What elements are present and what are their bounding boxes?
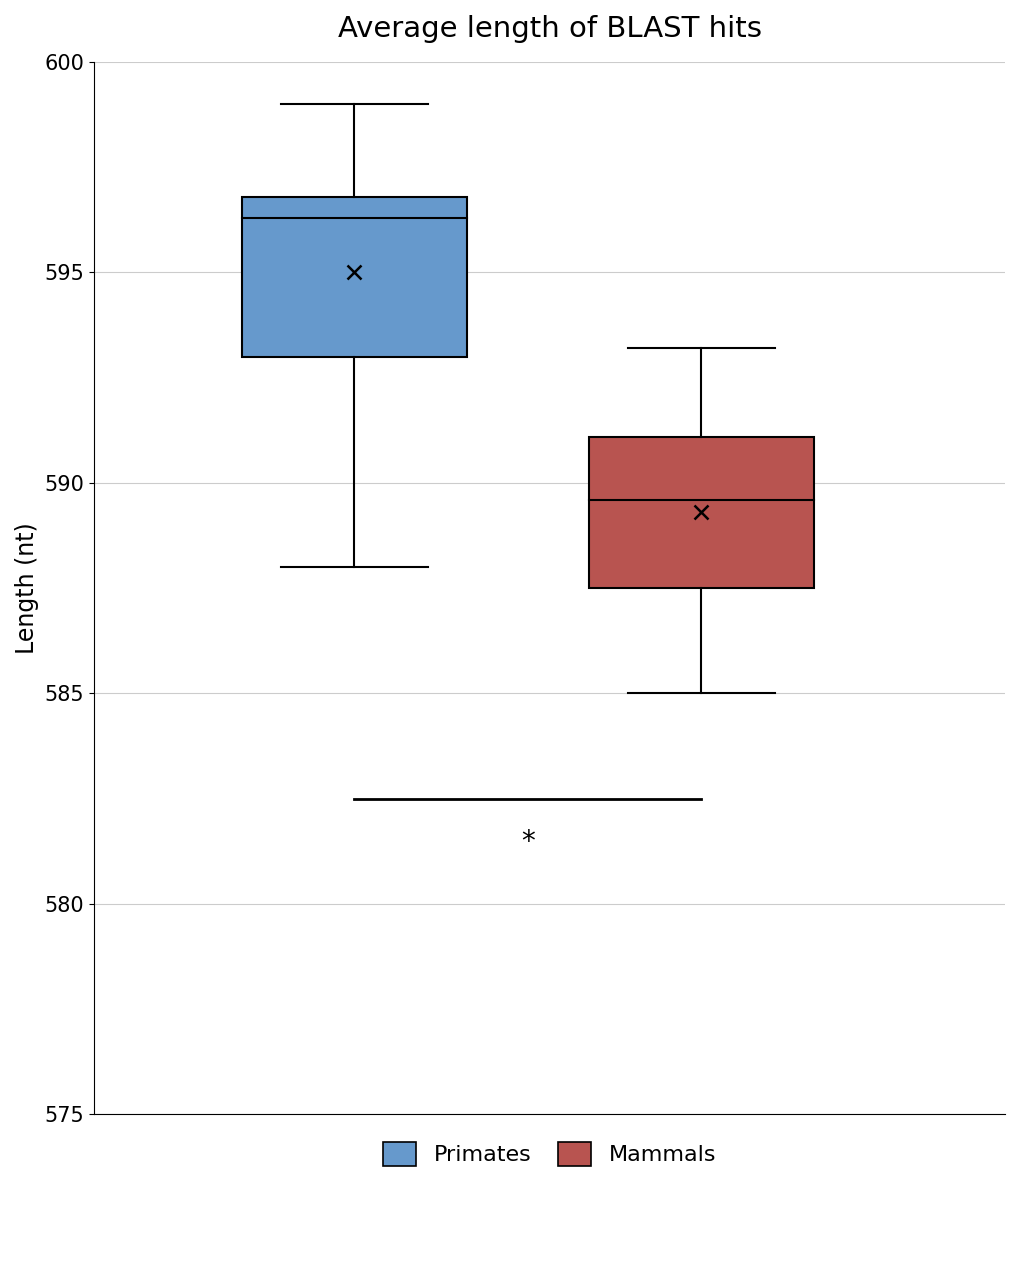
Legend: Primates, Mammals: Primates, Mammals — [371, 1131, 727, 1177]
Text: *: * — [521, 828, 534, 856]
Y-axis label: Length (nt): Length (nt) — [15, 522, 39, 654]
Title: Average length of BLAST hits: Average length of BLAST hits — [337, 15, 761, 43]
Bar — [242, 197, 467, 357]
Bar — [588, 437, 813, 588]
